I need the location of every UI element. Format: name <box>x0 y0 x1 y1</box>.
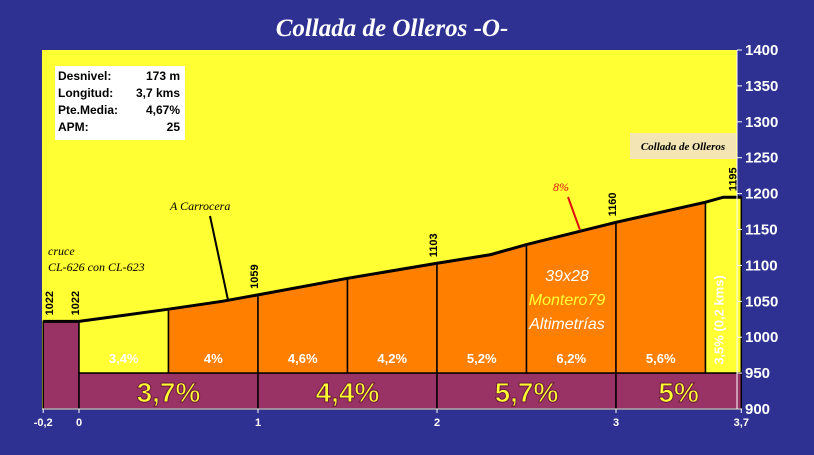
info-apm-value: 25 <box>167 120 181 134</box>
max-grade-label: 8% <box>553 180 569 194</box>
segment-grade-label: 4,2% <box>377 351 407 366</box>
info-pendiente-key: Pte.Media: <box>58 103 118 117</box>
cruce-label: cruce <box>48 244 75 258</box>
elevation-label: 1022 <box>44 291 56 315</box>
info-apm-key: APM: <box>58 120 89 134</box>
carrocera-label: A Carrocera <box>169 199 230 213</box>
max-grade-pointer <box>567 196 581 231</box>
x-tick-label: 3 <box>613 417 619 429</box>
profile-line-group <box>43 195 742 323</box>
info-pendiente-value: 4,67% <box>146 103 180 117</box>
axes: 9009501000105011001150120012501300135014… <box>34 42 779 429</box>
y-tick-label: 1250 <box>745 150 778 167</box>
summit-name: Collada de Olleros <box>641 141 725 153</box>
elevation-label: 1195 <box>727 167 739 191</box>
y-tick-label: 1150 <box>745 222 778 239</box>
segment-grade-label: 5,6% <box>646 351 676 366</box>
segment-area <box>42 320 80 410</box>
y-tick-label: 1350 <box>745 78 778 95</box>
cruce-roads-label: CL-626 con CL-623 <box>48 260 145 274</box>
segment-grade-label: 6,2% <box>556 351 586 366</box>
y-tick-label: 1300 <box>745 114 778 131</box>
info-box-background <box>55 66 185 140</box>
y-tick-label: 900 <box>745 401 770 418</box>
y-tick-label: 1200 <box>745 186 778 203</box>
carrocera-pointer <box>209 215 229 301</box>
segment-grade-label: 4% <box>204 351 223 366</box>
km-grade-label: 5,7% <box>495 377 559 408</box>
chart-title: Collada de Olleros -O- <box>276 15 509 42</box>
segment-area <box>615 201 707 374</box>
km-grade-label: 4,4% <box>316 377 380 408</box>
elevation-label: 1160 <box>607 192 619 216</box>
km-gradient-bands: 3,7% 4,4% 5,7% 5% <box>78 372 743 410</box>
summit-label-background <box>630 133 736 159</box>
y-tick-label: 1000 <box>745 329 778 346</box>
segment-grade-label: 4,6% <box>288 351 318 366</box>
elevation-label: 1103 <box>428 233 440 257</box>
elevation-label: 1059 <box>249 264 261 288</box>
km-band <box>257 372 438 410</box>
segment-grade-label: 5,2% <box>467 351 497 366</box>
x-tick-label: 3,7 <box>734 417 749 429</box>
credit-gearing: 39x28 <box>545 268 589 285</box>
y-tick-label: 950 <box>745 365 770 382</box>
y-tick-label: 1100 <box>745 257 778 274</box>
info-longitud-key: Longitud: <box>58 86 113 100</box>
elevation-label: 1022 <box>70 291 82 315</box>
elevation-labels: 1022 1022 1059 1103 1160 1195 <box>44 167 739 315</box>
credit-site: Altimetrías <box>528 316 605 333</box>
y-tick-label: 1400 <box>745 42 778 59</box>
km-band <box>436 372 617 410</box>
y-tick-label: 1050 <box>745 293 778 310</box>
credit-author: Montero79 <box>529 292 606 309</box>
km-grade-label: 3,7% <box>137 377 201 408</box>
summit-label: Collada de Olleros <box>630 133 736 159</box>
km-grade-label: 5% <box>658 377 699 408</box>
info-longitud-value: 3,7 kms <box>136 86 180 100</box>
x-tick-label: 1 <box>255 417 261 429</box>
x-tick-label: -0,2 <box>34 417 53 429</box>
info-desnivel-key: Desnivel: <box>58 69 111 83</box>
segment-grade-label: 3,4% <box>109 351 139 366</box>
x-tick-label: 2 <box>434 417 440 429</box>
profile-line <box>43 195 742 323</box>
info-box: Desnivel: 173 m Longitud: 3,7 kms Pte.Me… <box>55 66 185 140</box>
info-desnivel-value: 173 m <box>146 69 180 83</box>
segment-grade-label: 3,5% (0,2 kms) <box>711 275 726 365</box>
x-tick-label: 0 <box>76 417 82 429</box>
